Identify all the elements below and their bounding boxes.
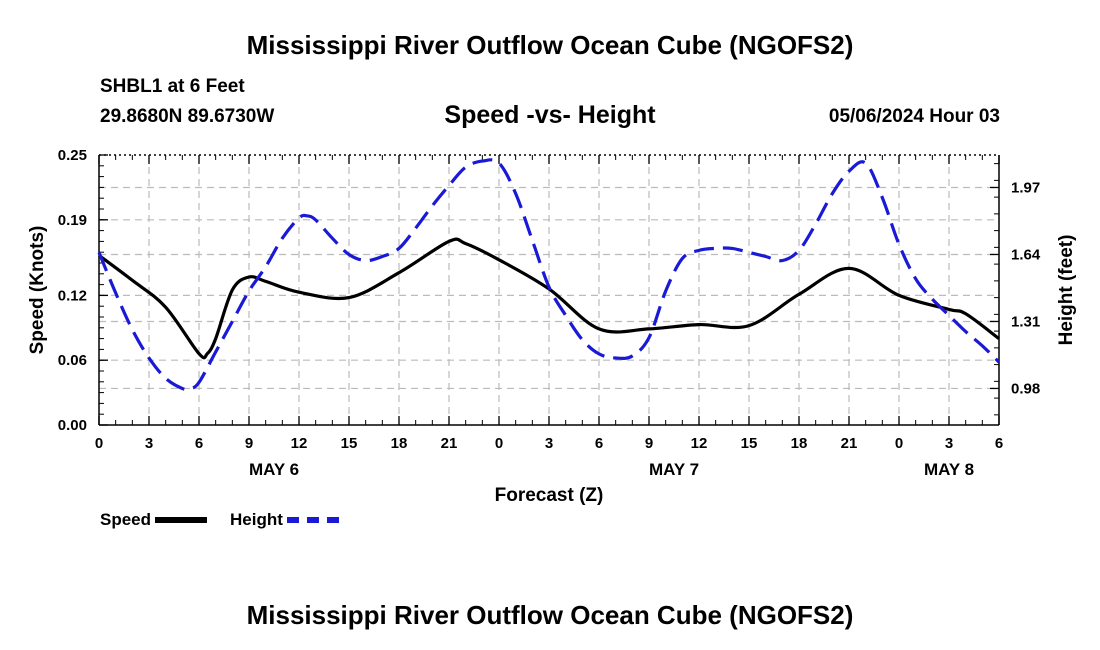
- x-tick-label: 15: [341, 435, 358, 452]
- y-left-tick-label: 0.12: [58, 287, 87, 304]
- station-coordinates: 29.8680N 89.6730W: [100, 106, 275, 127]
- date-label: MAY 8: [924, 460, 974, 479]
- x-tick-label: 6: [195, 435, 203, 452]
- y-right-tick-label: 1.64: [1011, 246, 1041, 263]
- y-right-tick-label: 1.97: [1011, 179, 1040, 196]
- x-tick-label: 0: [495, 435, 503, 452]
- legend-speed-swatch: [155, 517, 208, 523]
- chart-subtitle: Speed -vs- Height: [444, 101, 656, 129]
- x-tick-label: 3: [145, 435, 153, 452]
- x-tick-label: 18: [791, 435, 808, 452]
- legend-height-label: Height: [230, 510, 283, 529]
- series-height-line: [97, 158, 1001, 392]
- y-right-tick-label: 0.98: [1011, 380, 1040, 397]
- x-tick-label: 3: [545, 435, 553, 452]
- y-left-tick-label: 0.06: [58, 352, 87, 369]
- x-axis-title: Forecast (Z): [495, 485, 604, 506]
- x-tick-label: 6: [995, 435, 1003, 452]
- y-left-tick-label: 0.19: [58, 212, 87, 229]
- date-label: MAY 7: [649, 460, 699, 479]
- y-left-tick-label: 0.25: [58, 147, 87, 164]
- x-tick-label: 12: [291, 435, 308, 452]
- legend-height: Height: [230, 510, 339, 530]
- x-tick-label: 0: [895, 435, 903, 452]
- legend-speed: Speed: [100, 510, 208, 530]
- x-tick-label: 12: [691, 435, 708, 452]
- legend-speed-label: Speed: [100, 510, 152, 529]
- x-tick-label: 15: [741, 435, 758, 452]
- x-tick-label: 6: [595, 435, 603, 452]
- y-left-axis-title: Speed (Knots): [27, 226, 48, 355]
- series-speed-line: [98, 237, 1000, 360]
- x-tick-label: 0: [95, 435, 103, 452]
- date-label: MAY 6: [249, 460, 299, 479]
- station-label: SHBL1 at 6 Feet: [100, 76, 245, 97]
- x-tick-label: 21: [441, 435, 458, 452]
- x-tick-label: 9: [645, 435, 653, 452]
- x-tick-label: 3: [945, 435, 953, 452]
- chart-title: Mississippi River Outflow Ocean Cube (NG…: [246, 30, 854, 60]
- y-right-tick-label: 1.31: [1011, 313, 1040, 330]
- forecast-datetime: 05/06/2024 Hour 03: [828, 106, 1000, 127]
- x-tick-label: 21: [841, 435, 858, 452]
- y-right-axis-title: Height (feet): [1056, 235, 1077, 346]
- legend-height-swatch: [286, 517, 339, 523]
- y-left-tick-label: 0.00: [58, 417, 87, 434]
- x-tick-label: 18: [391, 435, 408, 452]
- x-tick-label: 9: [245, 435, 253, 452]
- footer-title: Mississippi River Outflow Ocean Cube (NG…: [246, 600, 854, 630]
